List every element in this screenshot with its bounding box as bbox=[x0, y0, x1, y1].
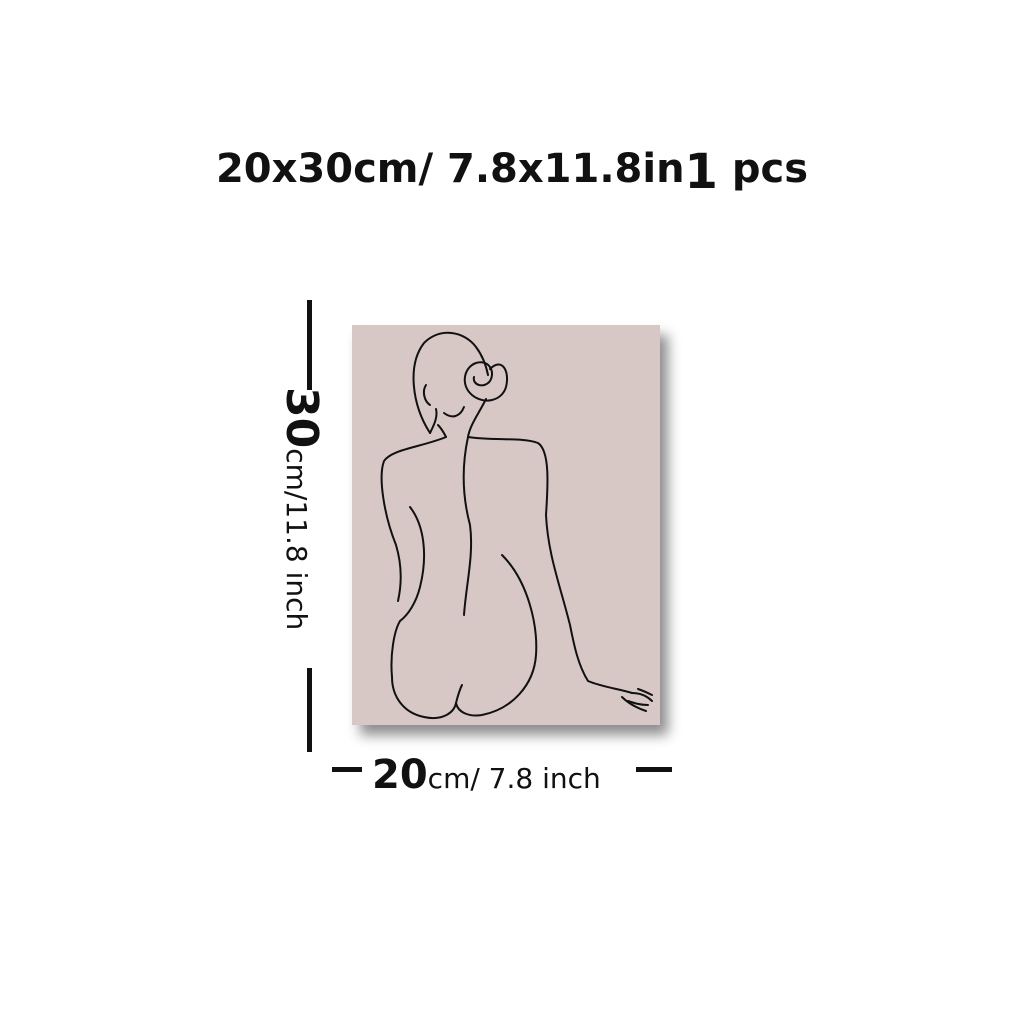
width-unit: cm/ 7.8 inch bbox=[427, 762, 601, 795]
piece-unit: pcs bbox=[731, 146, 809, 192]
height-bar-bottom bbox=[307, 668, 312, 752]
width-value: 20 bbox=[372, 752, 428, 798]
width-bar-left bbox=[332, 767, 362, 772]
width-label: 20cm/ 7.8 inch bbox=[372, 752, 601, 798]
height-unit: cm/11.8 inch bbox=[280, 448, 313, 631]
size-text: 20x30cm/ 7.8x11.8in bbox=[215, 146, 685, 192]
height-bar-top bbox=[307, 300, 312, 390]
height-value: 30 bbox=[276, 387, 327, 449]
line-art-figure bbox=[380, 331, 653, 719]
width-bar-right bbox=[636, 767, 672, 772]
piece-count: 1 bbox=[684, 144, 718, 200]
product-title: 20x30cm/ 7.8x11.8in1 pcs bbox=[0, 138, 1024, 200]
canvas-print bbox=[352, 325, 660, 725]
